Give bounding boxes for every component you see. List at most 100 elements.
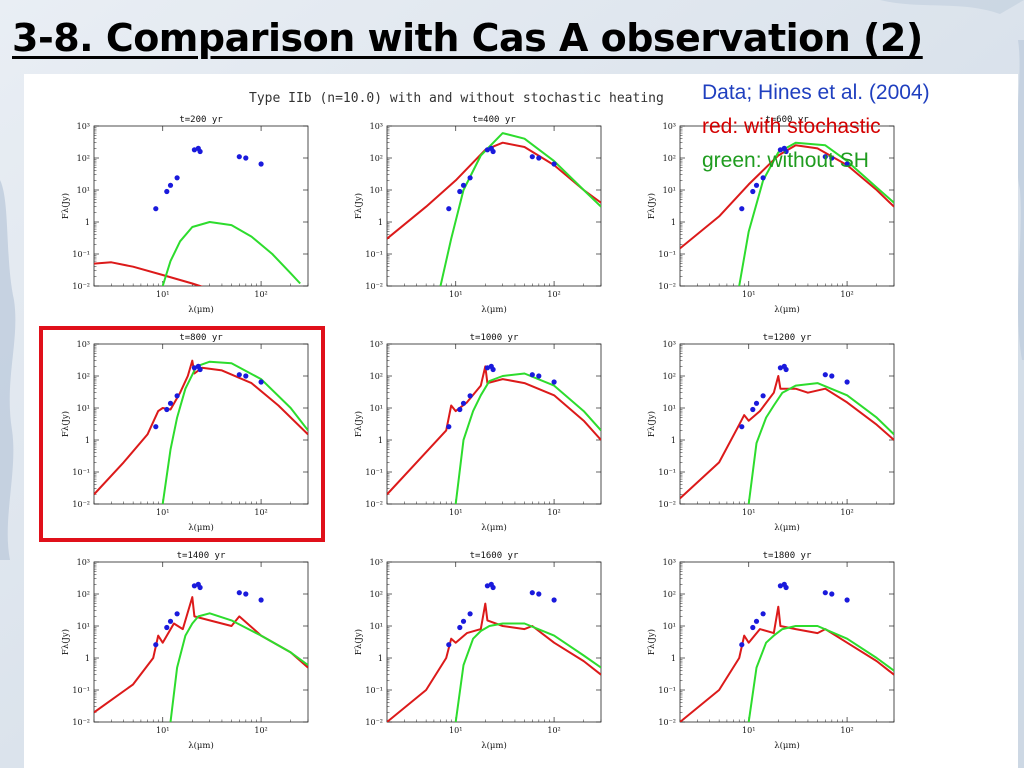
panel-3-ytick-label: 10⁻¹ [658, 250, 676, 259]
panel-6-title: t=1200 yr [763, 333, 812, 343]
panel-3-observation-point [783, 148, 789, 155]
panel-7-observation-point [174, 611, 180, 617]
panel-7-observation-point [243, 591, 249, 597]
panel-7-line-with-stochastic [94, 596, 308, 714]
panel-6-xtick-label: 10² [840, 508, 853, 517]
panel-8-observation-point [460, 618, 467, 624]
panel-8-xlabel: λ(μm) [481, 740, 507, 751]
panel-2-observation-point [446, 206, 452, 212]
panel-7-xtick-label: 10² [254, 726, 267, 735]
panel-1-observation-point [197, 148, 203, 155]
panel-9-observation-point [844, 597, 850, 603]
panel-5-observation-point [536, 373, 542, 379]
panel-9-observation-point [829, 591, 835, 597]
panel-3-observation-point [753, 182, 760, 188]
panel-2-line-with-stochastic [387, 141, 601, 240]
panel-6-ylabel: Fλ(Jy) [646, 411, 657, 437]
panel-5-ytick-label: 10¹ [370, 404, 383, 413]
legend-with-stochastic-label: red: with stochastic [702, 115, 881, 138]
panel-9-frame [679, 561, 895, 723]
panel-3-ytick-label: 10³ [663, 122, 676, 131]
panel-7-observation-point [258, 597, 264, 603]
panel-6-frame [679, 343, 895, 505]
panel-3-ytick-label: 10² [663, 154, 676, 163]
panel-9-ytick-label: 10⁻¹ [658, 686, 676, 695]
panel-8-ytick-label: 1 [378, 654, 383, 663]
figure-title: Type IIb (n=10.0) with and without stoch… [249, 91, 664, 106]
panel-6-ytick-label: 10⁻¹ [658, 468, 676, 477]
panel-6-observation-point [783, 366, 789, 373]
panel-8-xtick-label: 10¹ [449, 726, 462, 735]
panel-4-observation-point [236, 372, 242, 378]
panel-6-ytick-label: 10¹ [663, 404, 676, 413]
panel-6-ytick-label: 1 [671, 436, 676, 445]
panel-8-observation-point [551, 597, 557, 603]
panel-7-observation-point [164, 624, 170, 631]
panel-7-ytick-label: 10¹ [77, 622, 90, 631]
panel-3-ylabel: Fλ(Jy) [646, 193, 657, 219]
highlight-box-t800 [39, 326, 325, 542]
panel-6-ytick-label: 10³ [663, 340, 676, 349]
panel-2-xtick-label: 10¹ [449, 290, 462, 299]
panel-9-observation-point [760, 611, 766, 617]
panel-2-observation-point [529, 154, 535, 160]
panel-7-ytick-label: 10⁻² [72, 718, 90, 727]
panel-5-observation-point [460, 400, 467, 406]
panel-7-observation-point [197, 584, 203, 591]
panel-8-ytick-label: 10² [370, 590, 383, 599]
panel-9-ytick-label: 10⁻² [658, 718, 676, 727]
panel-8-observation-point [446, 642, 452, 648]
panel-1-observation-point [191, 147, 197, 153]
panel-9-xtick-label: 10¹ [742, 726, 755, 735]
panel-2-observation-point [460, 182, 467, 188]
panel-2-ytick-label: 10² [370, 154, 383, 163]
panel-8-observation-point [490, 584, 496, 591]
panel-1-xlabel: λ(μm) [188, 304, 214, 315]
panel-3-observation-point [760, 175, 766, 181]
panel-3-line-without-sh [738, 141, 894, 286]
figure-panel: Type IIb (n=10.0) with and without stoch… [24, 74, 1018, 768]
panel-9-observation-point [750, 624, 756, 631]
panel-7-observation-point [191, 583, 197, 589]
panel-3-line-with-stochastic [680, 144, 894, 250]
panel-1-observation-point [167, 182, 174, 188]
panel-8-ytick-label: 10⁻¹ [365, 686, 383, 695]
panel-8-observation-point [467, 611, 473, 617]
panel-4-observation-point [258, 379, 264, 385]
panel-3-observation-point [822, 154, 828, 160]
panel-8-line-without-sh [454, 622, 601, 722]
panel-4-ytick-label: 10³ [77, 340, 90, 349]
panel-3-ytick-label: 10⁻² [658, 282, 676, 291]
panel-9-line-with-stochastic [680, 605, 894, 722]
sed-figure: Type IIb (n=10.0) with and without stoch… [60, 91, 895, 751]
panel-5-observation-point [446, 424, 452, 430]
panel-6-ytick-label: 10⁻² [658, 500, 676, 509]
panel-6-observation-point [822, 372, 828, 378]
panel-6-observation-point [739, 424, 745, 430]
panel-4-xtick-label: 10¹ [156, 508, 169, 517]
panel-5-observation-point [490, 366, 496, 373]
panel-5-observation-point [551, 379, 557, 385]
panel-7-title: t=1400 yr [177, 551, 226, 561]
panel-3-xtick-label: 10² [840, 290, 853, 299]
panel-4-ytick-label: 10¹ [77, 404, 90, 413]
panel-4-observation-point [197, 366, 203, 373]
panel-6-observation-point [753, 400, 760, 406]
panel-6-observation-point [844, 379, 850, 385]
panel-6-observation-point [829, 373, 835, 379]
panel-8-observation-point [529, 590, 535, 596]
panel-5-ytick-label: 10² [370, 372, 383, 381]
panel-8-xtick-label: 10² [547, 726, 560, 735]
panel-8-observation-point [457, 624, 463, 631]
panel-1-ytick-label: 10⁻¹ [72, 250, 90, 259]
panel-5-observation-point [457, 406, 463, 413]
panel-2-line-without-sh [439, 132, 601, 286]
panel-7-ytick-label: 10² [77, 590, 90, 599]
panel-5-frame [386, 343, 602, 505]
panel-2-ytick-label: 10⁻¹ [365, 250, 383, 259]
panel-5-ytick-label: 10⁻¹ [365, 468, 383, 477]
panel-5-title: t=1000 yr [470, 333, 519, 343]
panel-8-ylabel: Fλ(Jy) [353, 629, 364, 655]
panel-8-observation-point [484, 583, 490, 589]
panel-9-xlabel: λ(μm) [774, 740, 800, 751]
